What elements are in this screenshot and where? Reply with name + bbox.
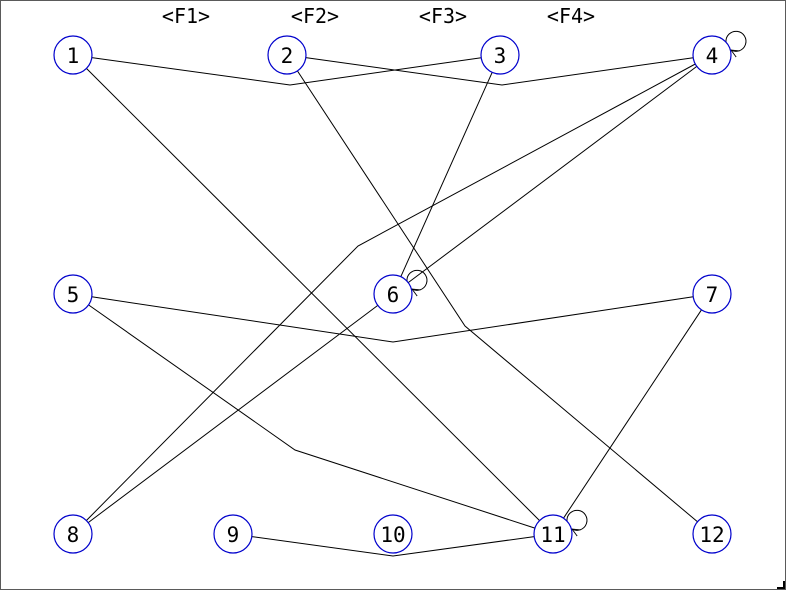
node-label: 5 — [67, 283, 80, 307]
node-circle — [267, 35, 307, 75]
node-label: 12 — [699, 523, 724, 547]
node-10[interactable]: 10 — [373, 514, 413, 554]
edge-1-11 — [86, 68, 540, 521]
node-label: 10 — [380, 523, 405, 547]
node-3[interactable]: 3 — [480, 35, 520, 75]
node-circle — [692, 274, 732, 314]
edge-6-8 — [87, 305, 379, 523]
node-circle — [213, 514, 253, 554]
node-label: 6 — [387, 283, 400, 307]
node-label: 2 — [281, 44, 294, 68]
node-circle — [53, 514, 93, 554]
edge-2-12 — [296, 70, 698, 523]
node-circle — [692, 35, 732, 75]
edge-5-11 — [88, 304, 536, 529]
edge-9-11 — [251, 536, 535, 557]
node-6[interactable]: 6 — [373, 274, 413, 314]
node-11[interactable]: 11 — [533, 514, 573, 554]
node-label: 4 — [706, 44, 719, 68]
function-key-f2[interactable]: <F2> — [291, 4, 339, 28]
edge-7-11 — [563, 309, 702, 519]
node-12[interactable]: 12 — [692, 514, 732, 554]
node-circle — [373, 274, 413, 314]
self-loop-4 — [725, 30, 747, 51]
edge-5-7 — [91, 296, 694, 343]
edge-3-6 — [400, 72, 493, 277]
edge-2-4 — [305, 57, 694, 86]
node-1[interactable]: 1 — [53, 35, 93, 75]
self-loop-11 — [566, 509, 588, 530]
node-label: 7 — [706, 283, 719, 307]
node-label: 3 — [494, 44, 507, 68]
edge-4-8 — [86, 63, 696, 521]
node-7[interactable]: 7 — [692, 274, 732, 314]
node-label: 1 — [67, 44, 80, 68]
edges — [86, 30, 747, 557]
node-label: 8 — [67, 523, 80, 547]
node-4[interactable]: 4 — [692, 35, 732, 75]
edge-1-3 — [91, 57, 482, 86]
node-5[interactable]: 5 — [53, 274, 93, 314]
function-key-f1[interactable]: <F1> — [162, 4, 210, 28]
resize-corner-mark — [777, 581, 785, 589]
node-circle — [692, 514, 732, 554]
node-circle — [53, 35, 93, 75]
nodes: 1 2 3 45 6 78 9 10 11 12 — [53, 35, 732, 554]
node-2[interactable]: 2 — [267, 35, 307, 75]
edge-4-6 — [407, 65, 698, 284]
self-loop-6 — [406, 269, 428, 290]
node-circle — [533, 514, 573, 554]
node-label: 9 — [227, 523, 240, 547]
node-label: 11 — [540, 523, 565, 547]
node-circle — [53, 274, 93, 314]
function-key-f3[interactable]: <F3> — [419, 4, 467, 28]
node-circle — [480, 35, 520, 75]
node-circle — [373, 514, 413, 554]
node-8[interactable]: 8 — [53, 514, 93, 554]
function-key-f4[interactable]: <F4> — [547, 4, 595, 28]
function-key-labels: <F1> <F2> <F3> <F4> — [162, 4, 595, 28]
node-9[interactable]: 9 — [213, 514, 253, 554]
